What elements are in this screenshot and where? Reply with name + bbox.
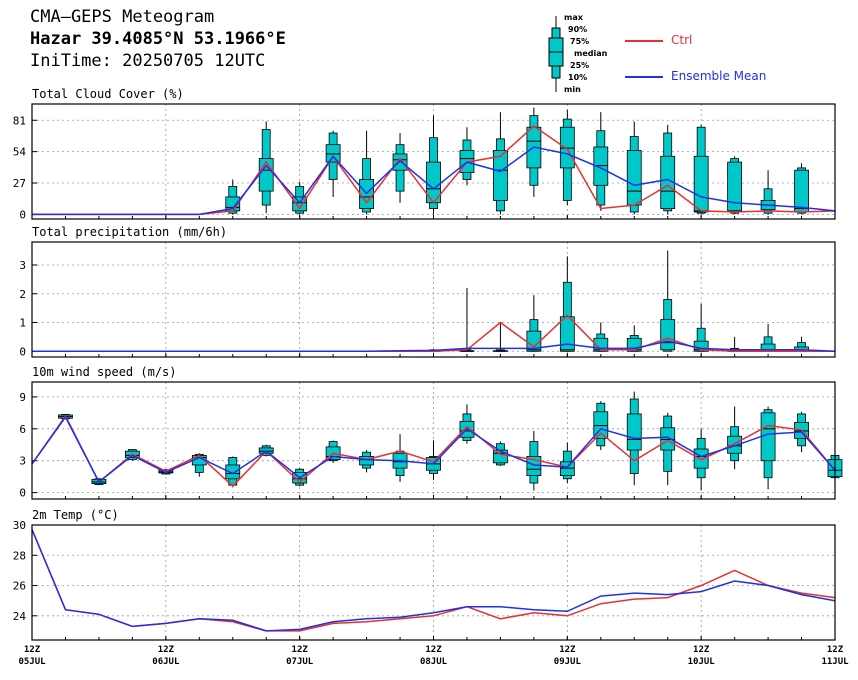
box-inner [660,319,676,351]
x-tick-label-date: 07JUL [286,657,314,667]
x-tick-label-hour: 12Z [425,645,442,655]
y-tick-label: 81 [13,114,26,127]
box-inner [626,150,642,206]
panel-frame [31,381,836,500]
y-tick-label: 27 [13,177,26,190]
y-tick-label: 1 [19,317,26,330]
legend-max: max [564,13,583,22]
panel-4: 2m Temp (°C) 24 26 28 30 [13,508,836,641]
y-tick-label: 3 [19,455,26,468]
location-label: Hazar 39.4085°N 53.1966°E [30,29,286,49]
legend-min: min [564,85,581,94]
box-inner [493,150,508,201]
legend-p25: 25% [570,61,590,70]
x-tick-label-hour: 12Z [559,645,576,655]
panel-2: Total precipitation (mm/6h) 0 1 2 3 [19,225,836,358]
legend-p75: 75% [570,37,590,46]
x-tick-label-date: 09JUL [554,657,582,667]
box-inner [493,449,508,464]
y-tick-label: 6 [19,423,26,436]
ctrl-swatch [625,39,663,42]
box-inner [359,456,374,466]
panel-frame [31,524,836,641]
legend-p90: 90% [568,25,588,34]
panel-1: Total Cloud Cover (%) 0 27 54 81 [13,87,836,221]
y-tick-label: 9 [19,391,26,404]
x-tick-label-date: 06JUL [152,657,180,667]
box-inner [225,464,241,480]
y-tick-label: 54 [13,146,27,159]
chart-title: CMA–GEPS Meteogram [30,7,215,27]
box-inner [559,461,575,477]
box-inner [760,412,776,462]
legend-mean: Ensemble Mean [625,69,766,83]
box-inner [392,153,408,171]
mean-line [31,529,836,632]
x-tick-label-hour: 12Z [693,645,710,655]
legend-mean-label: Ensemble Mean [671,69,767,83]
mean-line [32,146,836,216]
panel-frame [31,103,836,220]
y-tick-label: 0 [19,208,26,221]
mean-line [32,340,836,353]
box-inner [325,144,341,163]
legend-median: median [574,49,608,58]
x-tick-label-date: 11JUL [821,657,849,667]
y-tick-label: 0 [19,487,26,500]
box-inner [593,146,609,186]
panel-title: Total precipitation (mm/6h) [32,225,227,239]
legend-ctrl-label: Ctrl [671,33,693,47]
box-inner [660,427,676,451]
y-tick-label: 3 [19,259,26,272]
x-tick-label-date: 08JUL [420,657,448,667]
x-tick-label-date: 05JUL [18,657,46,667]
y-tick-label: 24 [13,610,27,623]
boxplot-legend: max 90% 75% median 25% 10% min [548,12,607,96]
ctrl-line [31,414,836,488]
x-tick-label-date: 10JUL [688,657,716,667]
x-tick-label-hour: 12Z [292,645,309,655]
panel-3: 10m wind speed (m/s) 0 3 6 9 [19,365,843,500]
y-tick-label: 2 [19,288,26,301]
box-inner [727,435,743,454]
y-tick-label: 26 [13,580,26,593]
y-tick-label: 0 [19,345,26,358]
box-inner [794,169,809,213]
box-inner [727,161,743,213]
mean-line [31,415,836,484]
panel-title: 10m wind speed (m/s) [32,365,177,379]
x-tick-label-hour: 12Z [24,645,41,655]
panel-frame [31,241,836,358]
x-tick-label-hour: 12Z [827,645,844,655]
box-inner [559,316,575,352]
x-tick-label-hour: 12Z [158,645,175,655]
boxplot-legend-glyph [548,16,564,92]
box-inner [626,413,642,451]
y-tick-label: 30 [13,519,26,532]
y-tick-label: 28 [13,549,26,562]
box-inner [559,126,575,169]
legend-p10: 10% [568,73,588,82]
box-inner [258,158,274,192]
mean-swatch [625,75,663,78]
box-inner [693,155,709,213]
chart-header: CMA–GEPS Meteogram Hazar 39.4085°N 53.19… [30,6,286,72]
box-inner [292,196,308,212]
box-inner [693,448,709,469]
panel-title: Total Cloud Cover (%) [32,87,184,101]
legend-ctrl: Ctrl [625,33,692,47]
panel-title: 2m Temp (°C) [32,508,119,522]
init-time-label: IniTime: 20250705 12UTC [30,51,266,71]
